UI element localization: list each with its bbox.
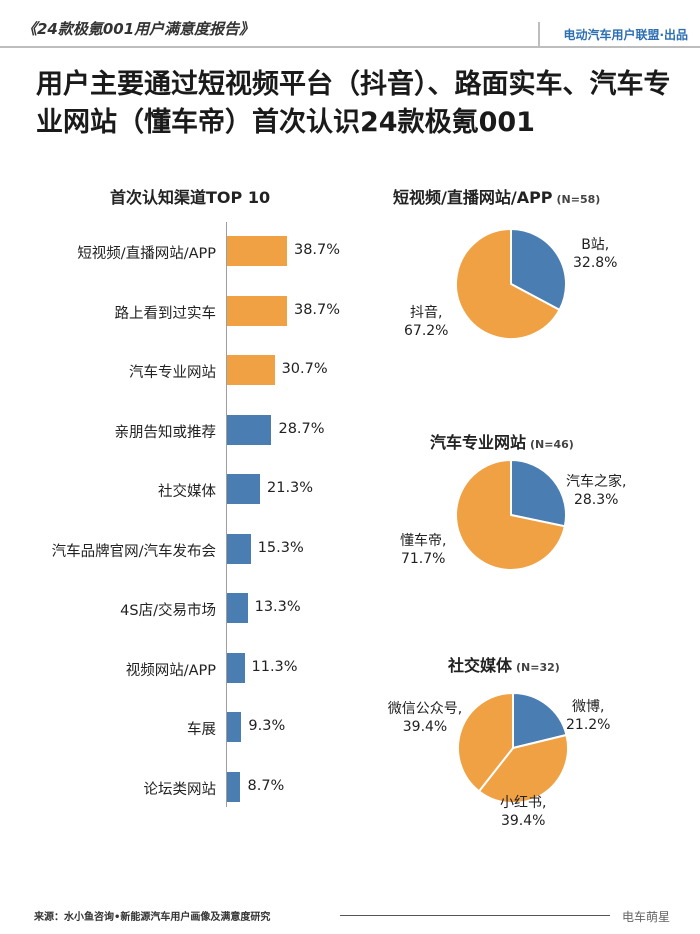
bar-value-label: 8.7% bbox=[247, 777, 285, 794]
pie-title-video-text: 短视频/直播网站/APP bbox=[393, 188, 553, 207]
bar bbox=[227, 712, 242, 742]
bar bbox=[227, 355, 275, 385]
bar-category-label: 汽车品牌官网/汽车发布会 bbox=[51, 543, 216, 560]
pie0-label-b: B站, 32.8% bbox=[573, 236, 617, 272]
bar-value-label: 38.7% bbox=[293, 301, 341, 318]
pie-slice bbox=[455, 227, 561, 340]
pie-chart bbox=[455, 458, 567, 571]
pie-title-auto-site: 汽车专业网站 (N=46) bbox=[430, 429, 574, 453]
source-note: 来源：水小鱼咨询•新能源汽车用户画像及满意度研究 bbox=[34, 912, 271, 923]
pie0-slice-label: B站, bbox=[581, 237, 610, 253]
footer-rule bbox=[340, 915, 610, 916]
bar bbox=[227, 414, 272, 445]
pie2-label-xiaohongshu: 小红书, 39.4% bbox=[500, 794, 546, 830]
bar-value-label: 30.7% bbox=[281, 361, 328, 377]
pie-n-social: (N=32) bbox=[516, 661, 560, 674]
pie2-label-wechat: 微信公众号, 39.4% bbox=[384, 700, 466, 736]
bar-category-label: 路上看到过实车 bbox=[114, 305, 217, 322]
pie-title-social-text: 社交媒体 bbox=[448, 656, 513, 675]
pie-slice bbox=[510, 458, 567, 528]
pie-title-video: 短视频/直播网站/APP (N=58) bbox=[393, 184, 600, 208]
pie-slice bbox=[457, 691, 514, 793]
pie-n-auto-site: (N=46) bbox=[530, 438, 574, 451]
bar-category-label: 论坛类网站 bbox=[143, 781, 217, 798]
bar-chart-axis bbox=[226, 222, 227, 807]
bar bbox=[227, 533, 251, 564]
bar-category-label: 车展 bbox=[187, 722, 216, 738]
pie-slice bbox=[477, 733, 569, 804]
header-divider bbox=[538, 22, 700, 46]
pie1-slice-label: 汽车之家, bbox=[566, 474, 627, 490]
pie2-slice-value: 39.4% bbox=[500, 813, 546, 829]
pie-slice bbox=[455, 458, 567, 571]
pie0-label-douyin: 抖音, 67.2% bbox=[404, 304, 448, 340]
bar-value-label: 38.7% bbox=[293, 242, 341, 258]
pie-slice bbox=[510, 227, 567, 312]
pie0-slice-label: 抖音, bbox=[410, 305, 443, 321]
bar bbox=[227, 295, 287, 326]
report-title: 《24款极氪001用户满意度报告》 bbox=[22, 20, 255, 38]
pie2-slice-label: 小红书, bbox=[500, 795, 547, 811]
bar bbox=[227, 236, 287, 266]
pie-title-social: 社交媒体 (N=32) bbox=[448, 652, 560, 676]
brand-label: 电动汽车用户联盟·出品 bbox=[563, 28, 688, 42]
pie2-slice-label: 微博, bbox=[572, 699, 605, 715]
bar-category-label: 亲朋告知或推荐 bbox=[114, 424, 217, 441]
pie-chart bbox=[455, 227, 567, 340]
pie2-label-weibo: 微博, 21.2% bbox=[566, 698, 610, 734]
bar bbox=[227, 474, 260, 504]
bar-category-label: 视频网站/APP bbox=[125, 662, 216, 679]
bar-category-label: 汽车专业网站 bbox=[129, 365, 216, 381]
pie-n-video: (N=58) bbox=[556, 193, 601, 206]
bar-value-label: 15.3% bbox=[257, 539, 304, 556]
pie-chart bbox=[457, 691, 569, 804]
pie-slice bbox=[512, 691, 568, 750]
pie1-label-autohome: 汽车之家, 28.3% bbox=[566, 473, 626, 509]
bar bbox=[227, 771, 241, 802]
watermark: 电车萌星 bbox=[622, 910, 671, 924]
bar-value-label: 13.3% bbox=[254, 599, 301, 615]
bar-category-label: 4S店/交易市场 bbox=[120, 603, 216, 619]
bar-chart-title: 首次认知渠道TOP 10 bbox=[110, 188, 271, 207]
bar-value-label: 9.3% bbox=[248, 718, 286, 734]
bar-value-label: 28.7% bbox=[278, 420, 325, 437]
pie2-slice-value: 21.2% bbox=[566, 717, 611, 733]
pie1-slice-label: 懂车帝, bbox=[400, 533, 447, 549]
bar-category-label: 社交媒体 bbox=[158, 484, 216, 500]
page-headline: 用户主要通过短视频平台（抖音）、路面实车、汽车专业网站（懂车帝）首次认识24款极… bbox=[36, 69, 671, 138]
pie-title-auto-site-text: 汽车专业网站 bbox=[430, 433, 527, 452]
pie1-slice-value: 28.3% bbox=[573, 492, 619, 508]
bar-value-label: 11.3% bbox=[251, 658, 298, 675]
bar bbox=[227, 652, 245, 683]
pie0-slice-value: 67.2% bbox=[404, 323, 449, 339]
pie2-slice-label: 微信公众号, bbox=[387, 701, 463, 717]
bar bbox=[227, 593, 248, 623]
header-rule bbox=[0, 46, 700, 48]
pie0-slice-value: 32.8% bbox=[573, 255, 618, 271]
pie2-slice-value: 39.4% bbox=[402, 719, 448, 735]
pie1-slice-value: 71.7% bbox=[400, 551, 446, 567]
bar-category-label: 短视频/直播网站/APP bbox=[77, 246, 216, 262]
header-bar: 《24款极氪001用户满意度报告》 电动汽车用户联盟·出品 bbox=[0, 0, 700, 48]
bar-value-label: 21.3% bbox=[267, 480, 314, 496]
pie1-label-dongchedi: 懂车帝, 71.7% bbox=[400, 532, 446, 568]
